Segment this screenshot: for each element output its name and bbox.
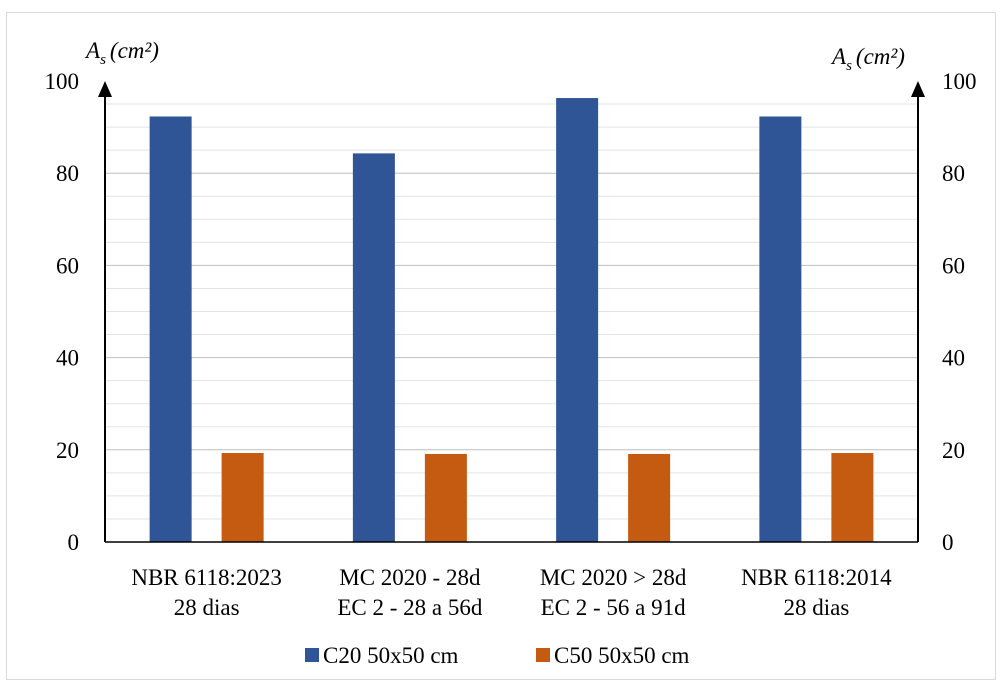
- y-tick-label-right: 20: [942, 438, 965, 463]
- x-category-label: 28 dias: [174, 595, 240, 620]
- legend-label-c50: C50 50x50 cm: [554, 643, 690, 668]
- y-tick-label-left: 60: [56, 253, 79, 278]
- bar-c20-3: [556, 98, 599, 542]
- bar-c50-2: [424, 453, 467, 542]
- bar-c20-1: [149, 116, 192, 542]
- y-tick-label-right: 40: [942, 346, 965, 371]
- y-axis-right-ticks: 0 20 40 60 80 100: [942, 69, 977, 555]
- y-axis-left-ticks: 0 20 40 60 80 100: [45, 69, 80, 555]
- x-category-label: MC 2020 - 28d: [339, 565, 481, 590]
- x-category-label: 28 dias: [783, 595, 849, 620]
- x-category-label: NBR 6118:2014: [741, 565, 892, 590]
- x-category-label: EC 2 - 56 a 91d: [541, 595, 687, 620]
- y-tick-label-left: 100: [45, 69, 80, 94]
- legend-label-c20: C20 50x50 cm: [323, 643, 459, 668]
- y-tick-label-left: 80: [56, 161, 79, 186]
- y-axis-right-title: As (cm²): [830, 44, 905, 74]
- bar-c50-3: [628, 453, 671, 542]
- y-tick-label-left: 0: [68, 530, 80, 555]
- x-category-label: NBR 6118:2023: [131, 565, 282, 590]
- legend: C20 50x50 cm C50 50x50 cm: [305, 643, 690, 668]
- chart-frame: [6, 12, 996, 680]
- y-tick-label-right: 80: [942, 161, 965, 186]
- bar-c20-4: [759, 116, 802, 542]
- x-axis-categories: NBR 6118:2023 28 dias MC 2020 - 28d EC 2 - …: [131, 565, 892, 620]
- y-tick-label-right: 100: [942, 69, 977, 94]
- bar-c50-1: [221, 453, 264, 542]
- y-tick-label-right: 60: [942, 253, 965, 278]
- axes: [98, 81, 925, 543]
- y-tick-label-left: 40: [56, 346, 79, 371]
- x-category-label: MC 2020 > 28d: [540, 565, 687, 590]
- legend-swatch-c20: [305, 648, 319, 662]
- y-axis-left-arrow: [98, 81, 112, 97]
- bar-c50-4: [831, 453, 874, 542]
- y-tick-label-left: 20: [56, 438, 79, 463]
- y-axis-right-arrow: [911, 81, 925, 97]
- bars: [149, 98, 874, 542]
- y-axis-left-title: As (cm²): [84, 38, 159, 68]
- y-tick-label-right: 0: [942, 530, 954, 555]
- bar-c20-2: [352, 153, 395, 542]
- legend-swatch-c50: [536, 648, 550, 662]
- x-category-label: EC 2 - 28 a 56d: [337, 595, 483, 620]
